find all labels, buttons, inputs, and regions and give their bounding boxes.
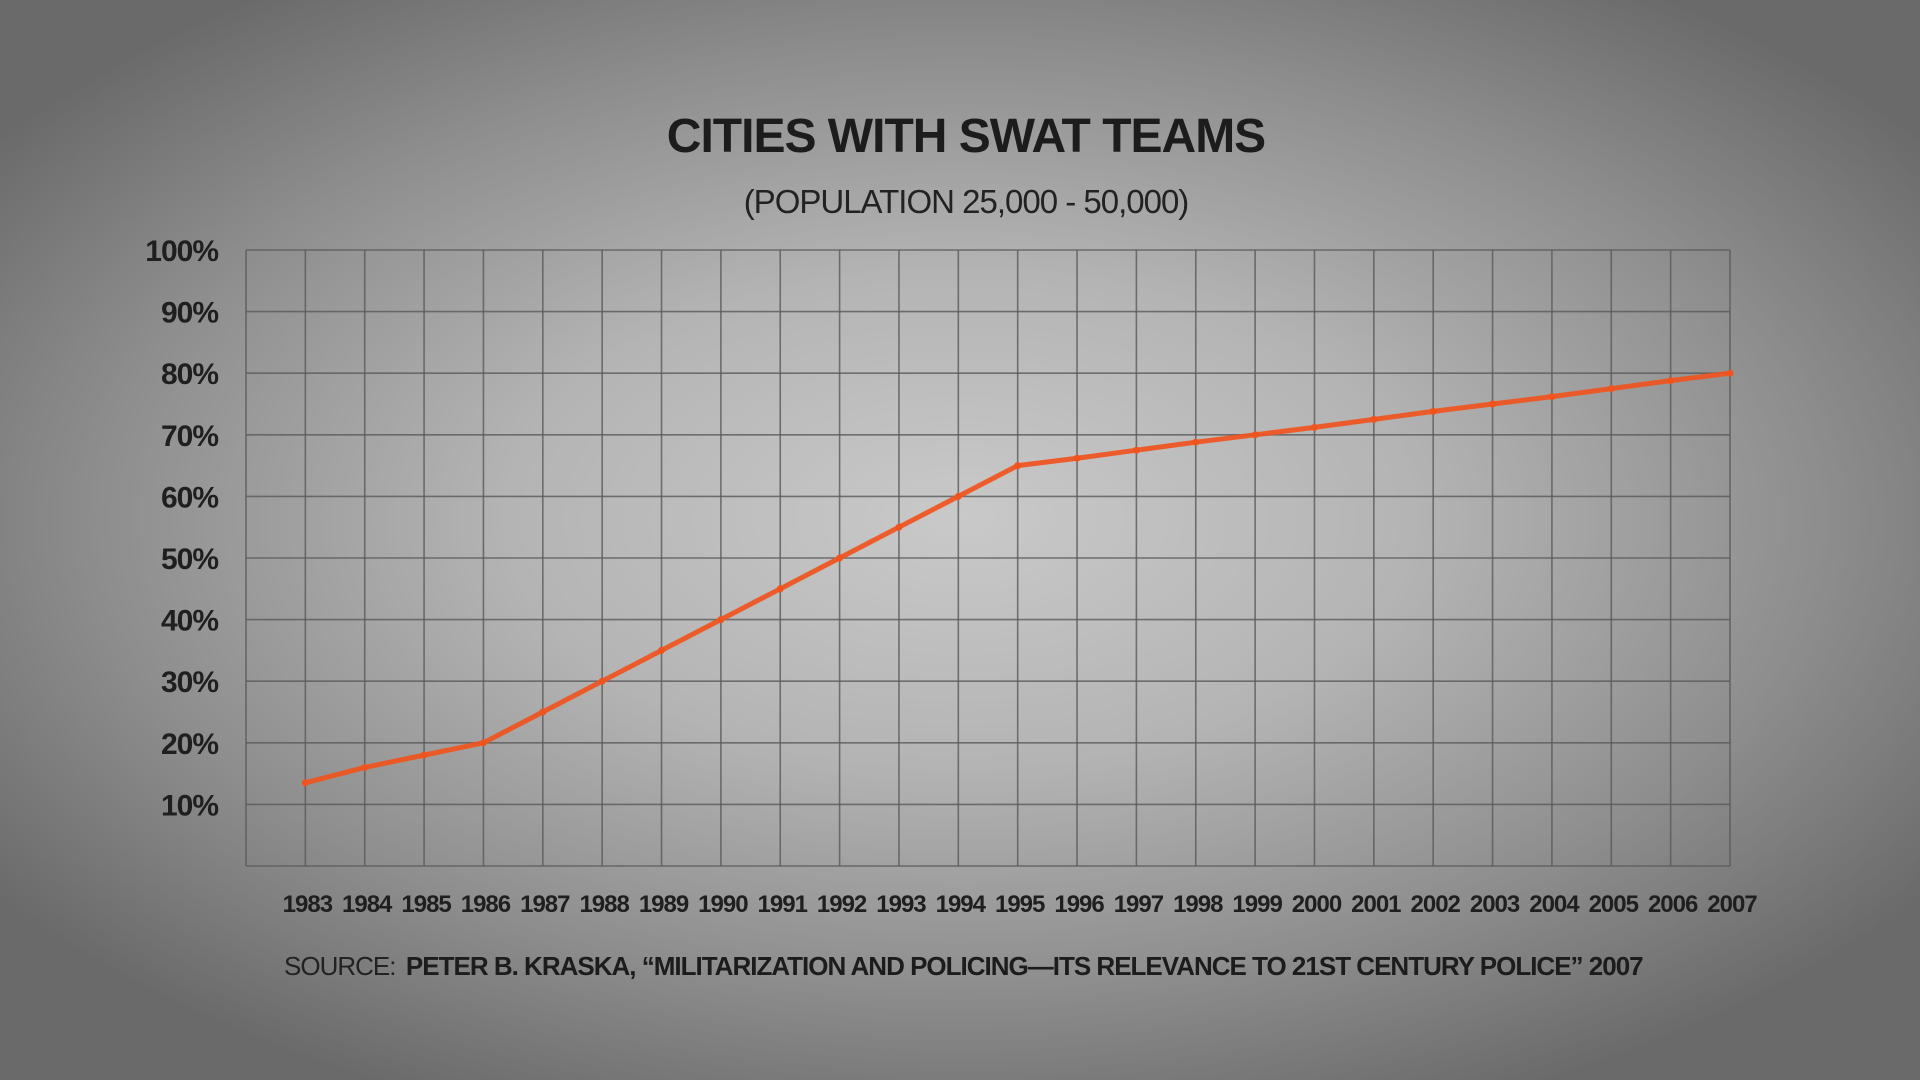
y-tick-label: 20% [161,728,218,761]
grid-lines [245,249,1731,867]
chart-title: CITIES WITH SWAT TEAMS [667,110,1265,163]
data-point [836,554,844,562]
data-point [776,585,784,593]
data-point [1251,431,1259,439]
x-tick-label: 2003 [1470,891,1520,918]
x-tick-label: 2007 [1707,891,1757,918]
y-tick-label: 90% [161,297,218,330]
data-point [954,492,962,500]
x-tick-label: 1986 [461,891,511,918]
data-point [598,677,606,685]
y-tick-label: 100% [145,235,218,268]
y-tick-label: 10% [161,789,218,822]
data-point [1073,454,1081,462]
data-point [1548,393,1556,401]
data-point [1192,438,1200,446]
x-tick-label: 2004 [1529,891,1580,918]
data-point [895,523,903,531]
data-point [539,708,547,716]
chart-subtitle: (POPULATION 25,000 - 50,000) [744,183,1189,220]
data-point [361,763,369,771]
x-tick-label: 2002 [1411,891,1461,918]
x-tick-label: 1997 [1114,891,1164,918]
x-tick-label: 1994 [936,891,987,918]
x-tick-label: 1991 [758,891,808,918]
x-tick-label: 1990 [698,891,748,918]
data-point [717,616,725,624]
data-point [1667,377,1675,385]
x-tick-label: 1998 [1173,891,1223,918]
x-tick-label: 2000 [1292,891,1342,918]
x-tick-label: 1987 [520,891,570,918]
x-tick-label: 2005 [1589,891,1639,918]
source-prefix: SOURCE: [284,951,395,981]
data-point [301,779,309,787]
data-point [1489,400,1497,408]
data-point [658,646,666,654]
series-group [301,369,1734,787]
x-axis-tick-labels: 1983 1984 1985 1986 1987 1988 1989 1990 1991 1992… [283,891,1759,918]
data-point [420,751,428,759]
x-tick-label: 1996 [1054,891,1104,918]
x-tick-label: 1989 [639,891,689,918]
data-point [1132,446,1140,454]
source-text: PETER B. KRASKA, “MILITARIZATION AND POL… [406,951,1643,981]
x-tick-label: 1999 [1232,891,1282,918]
y-axis-tick-labels: 10% 20% 30% 40% 50% 60% 70% 80% 90% 100% [145,235,219,822]
x-tick-label: 1993 [876,891,926,918]
y-tick-label: 60% [161,481,218,514]
data-point [479,739,487,747]
data-point [1310,423,1318,431]
x-tick-label: 1984 [342,891,393,918]
y-tick-label: 80% [161,358,218,391]
source-line: SOURCE: PETER B. KRASKA, “MILITARIZATION… [284,951,1643,981]
y-tick-label: 40% [161,605,218,638]
x-tick-label: 2001 [1351,891,1401,918]
x-tick-label: 1985 [401,891,451,918]
y-tick-label: 50% [161,543,218,576]
data-point [1429,407,1437,415]
data-point [1014,462,1022,470]
x-tick-label: 1988 [579,891,629,918]
data-point [1607,385,1615,393]
x-tick-label: 1992 [817,891,867,918]
data-point [1726,369,1734,377]
data-point [1370,415,1378,423]
x-tick-label: 2006 [1648,891,1698,918]
x-tick-label: 1983 [283,891,333,918]
x-tick-label: 1995 [995,891,1045,918]
y-tick-label: 70% [161,420,218,453]
y-tick-label: 30% [161,666,218,699]
